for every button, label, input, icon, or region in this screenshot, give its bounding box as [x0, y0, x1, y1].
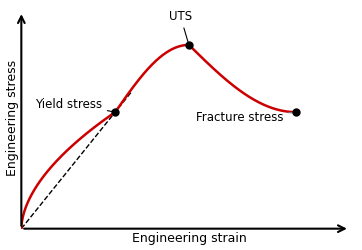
Text: UTS: UTS: [169, 10, 192, 43]
Y-axis label: Engineering stress: Engineering stress: [5, 59, 18, 175]
Text: Yield stress: Yield stress: [35, 97, 113, 112]
X-axis label: Engineering strain: Engineering strain: [131, 232, 246, 244]
Text: Fracture stress: Fracture stress: [195, 111, 293, 124]
